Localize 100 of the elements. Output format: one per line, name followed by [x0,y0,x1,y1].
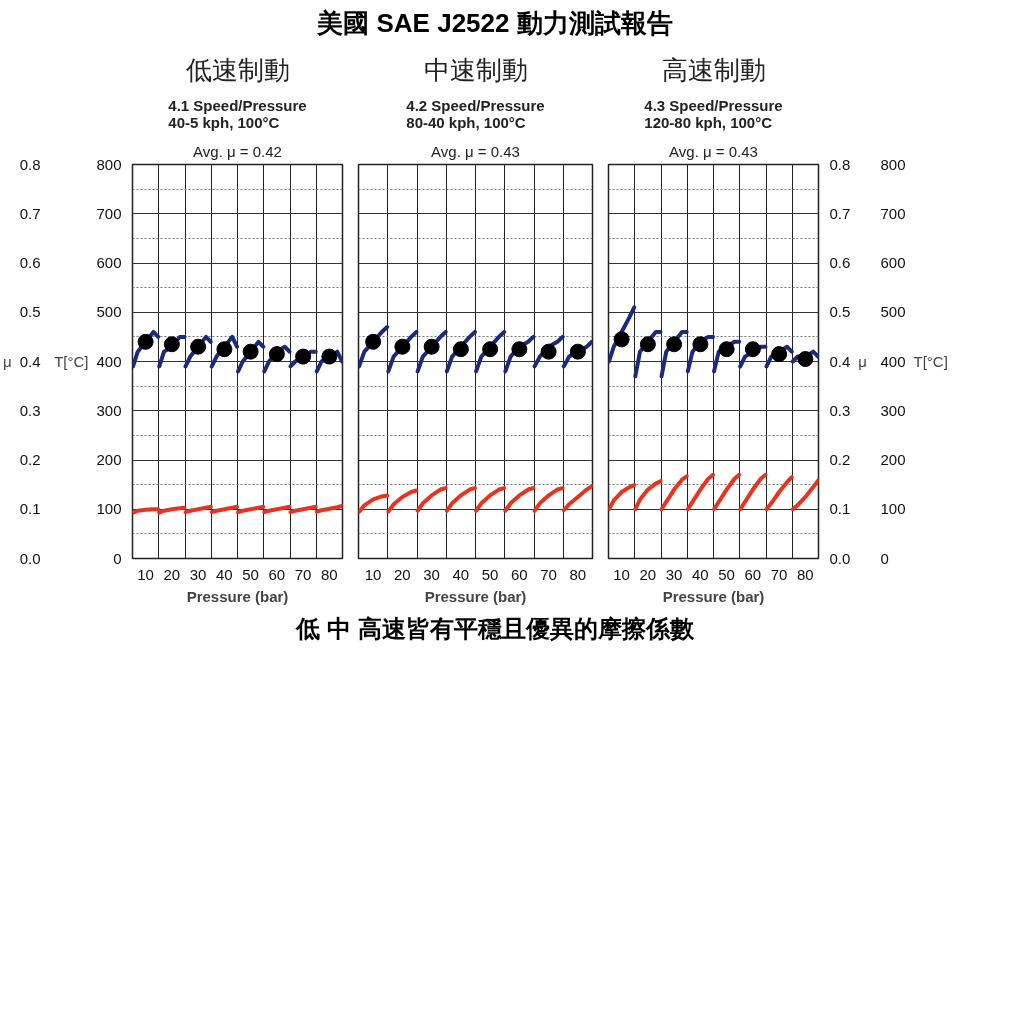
x-tick-label: 80 [797,565,814,583]
y2-tick-label: 200 [96,451,122,469]
y-tick-label: 0.3 [829,401,851,419]
point [744,341,761,358]
point [394,338,411,355]
point [321,348,338,365]
x-tick-label: 60 [511,565,528,583]
x-axis-title: Pressure (bar) [186,587,289,605]
y2-tick-label: 800 [880,155,906,173]
y2-tick-label: 500 [96,303,122,321]
text: Avg. μ = 0.42 [193,142,282,160]
text: Avg. μ = 0.43 [431,142,520,160]
y2-tick-label: 300 [96,401,122,419]
chart-title: 高速制動 [661,54,766,85]
x-tick-label: 50 [718,565,735,583]
chart-subtitle: 4.3 Speed/Pressure 120-80 kph, 100°C [644,96,783,131]
x-axis-title: Pressure (bar) [424,587,527,605]
y2-tick-label: 100 [96,500,122,518]
y-tick-label: 0.1 [829,500,851,518]
point [771,346,788,363]
x-tick-label: 70 [770,565,788,583]
y2-tick-label: 0 [880,549,889,567]
point [569,343,586,360]
x-tick-label: 80 [321,565,338,583]
y-tick-label: 0.7 [19,204,41,222]
point [268,346,285,363]
y-tick-label: 0.3 [19,401,41,419]
x-tick-label: 30 [423,565,440,583]
point [718,341,735,358]
y-tick-label: 0.0 [19,549,41,567]
y2-tick-label: 700 [96,204,122,222]
point [190,338,207,355]
point [163,336,180,353]
text: Avg. μ = 0.43 [669,142,758,160]
y2-tick-label: 800 [96,155,122,173]
y2-tick-label: 600 [880,254,906,272]
point [482,341,499,358]
point [295,348,312,365]
text: 低 中 高速皆有平穩且優異的摩擦係數 [294,614,695,645]
chart-subtitle: 4.1 Speed/Pressure 40-5 kph, 100°C [168,96,307,131]
y2-axis-title: T[°C] [913,353,948,371]
x-tick-label: 30 [665,565,683,583]
y2-tick-label: 200 [880,451,906,469]
x-tick-label: 50 [481,565,499,583]
y-axis-title: μ [858,353,868,371]
point [511,341,528,358]
y-tick-label: 0.4 [829,352,851,370]
point [666,336,683,353]
point [692,336,709,353]
point [639,336,656,353]
x-tick-label: 40 [452,565,470,583]
x-tick-label: 50 [242,565,259,583]
y2-tick-label: 700 [880,204,906,222]
x-tick-label: 10 [137,565,154,583]
y-tick-label: 0.0 [829,549,851,567]
x-tick-label: 40 [216,565,233,583]
y-tick-label: 0.1 [19,500,41,518]
y-tick-label: 0.5 [829,303,851,321]
y-tick-label: 0.6 [829,254,851,272]
x-tick-label: 20 [394,565,411,583]
y-tick-label: 0.8 [19,155,41,173]
x-tick-label: 10 [613,565,630,583]
x-tick-label: 20 [639,565,657,583]
point [452,341,469,358]
y2-tick-label: 500 [880,303,906,321]
point [613,331,630,348]
y2-tick-label: 400 [96,352,122,370]
x-tick-label: 60 [744,565,762,583]
y2-tick-label: 0 [113,549,122,567]
x-tick-label: 10 [364,565,382,583]
x-tick-label: 40 [692,565,709,583]
x-tick-label: 30 [189,565,207,583]
point [540,343,557,360]
y-tick-label: 0.5 [19,303,41,321]
x-tick-label: 60 [268,565,286,583]
y-tick-label: 0.2 [829,451,851,469]
y2-tick-label: 400 [880,352,906,370]
x-axis-title: Pressure (bar) [662,587,765,605]
point [137,333,154,350]
y2-tick-label: 300 [880,401,906,419]
point [216,341,233,358]
y-tick-label: 0.6 [19,254,41,272]
x-tick-label: 80 [569,565,587,583]
point [365,333,382,350]
chart-title: 中速制動 [423,54,528,85]
point [423,338,440,355]
y2-axis-title: T[°C] [54,353,89,371]
chart-title: 低速制動 [185,54,290,85]
chart-subtitle: 4.2 Speed/Pressure 80-40 kph, 100°C [406,96,545,131]
y-axis-title: μ [3,353,12,371]
x-tick-label: 70 [540,565,557,583]
y-tick-label: 0.4 [19,352,41,370]
y-tick-label: 0.7 [829,204,851,222]
text: 美國 SAE J2522 動力測試報告 [316,7,674,40]
y2-tick-label: 100 [880,500,906,518]
y-tick-label: 0.2 [19,451,41,469]
x-tick-label: 20 [163,565,181,583]
y2-tick-label: 600 [96,254,122,272]
x-tick-label: 70 [294,565,312,583]
y-tick-label: 0.8 [829,155,851,173]
